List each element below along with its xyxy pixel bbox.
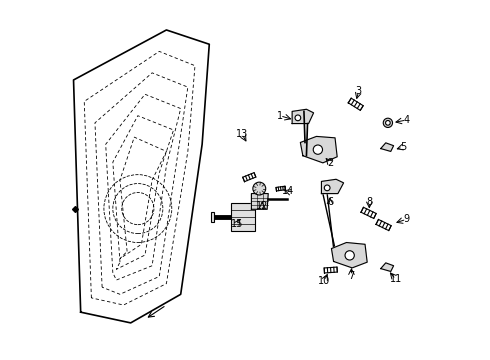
- Text: 13: 13: [236, 129, 248, 139]
- Text: 2: 2: [327, 158, 333, 168]
- Bar: [231, 203, 255, 231]
- Text: 1: 1: [277, 111, 283, 121]
- Text: 8: 8: [366, 197, 372, 207]
- Text: 6: 6: [327, 197, 333, 207]
- Text: 5: 5: [400, 142, 406, 152]
- Circle shape: [324, 185, 330, 191]
- Text: 14: 14: [282, 186, 294, 197]
- Text: 11: 11: [390, 274, 402, 284]
- Circle shape: [295, 115, 301, 121]
- Polygon shape: [321, 179, 343, 194]
- Text: 9: 9: [403, 214, 410, 224]
- Circle shape: [386, 121, 390, 125]
- Circle shape: [383, 118, 392, 127]
- Text: 15: 15: [231, 219, 244, 229]
- Circle shape: [345, 251, 354, 260]
- Text: 3: 3: [356, 86, 362, 96]
- Polygon shape: [251, 194, 268, 209]
- Polygon shape: [331, 243, 367, 268]
- Polygon shape: [300, 136, 337, 163]
- Text: 7: 7: [348, 271, 355, 281]
- Polygon shape: [381, 263, 393, 271]
- Text: 12: 12: [256, 201, 269, 211]
- Circle shape: [253, 182, 266, 195]
- Circle shape: [313, 145, 322, 154]
- Polygon shape: [381, 143, 393, 152]
- Text: 4: 4: [403, 115, 410, 125]
- Polygon shape: [74, 30, 209, 323]
- Text: 10: 10: [318, 276, 330, 286]
- Bar: [211, 212, 214, 222]
- Polygon shape: [292, 109, 314, 123]
